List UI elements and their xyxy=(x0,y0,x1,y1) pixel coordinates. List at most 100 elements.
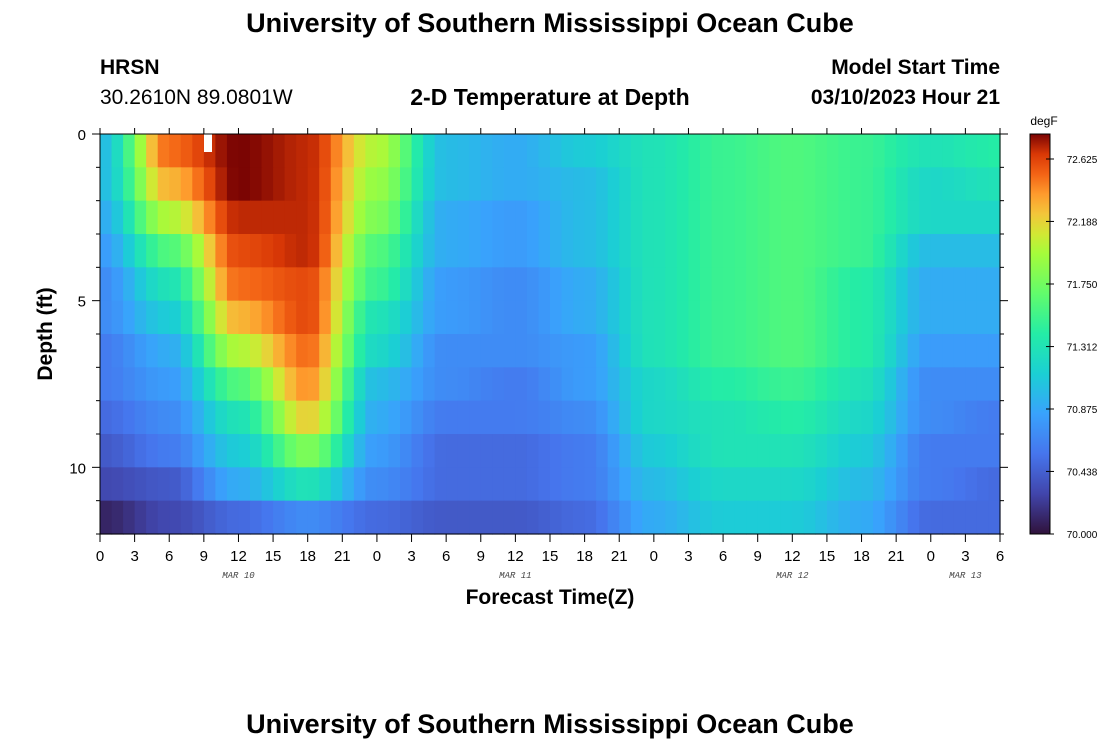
heatmap-cell xyxy=(411,434,424,468)
heatmap-cell xyxy=(100,134,113,168)
heatmap-cell xyxy=(676,200,690,235)
heatmap-cell xyxy=(988,367,1001,402)
heatmap-cell xyxy=(619,134,632,168)
heatmap-cell xyxy=(146,434,159,468)
heatmap-cell xyxy=(226,167,240,202)
heatmap-cell xyxy=(665,400,678,435)
heatmap-cell xyxy=(134,267,147,302)
heatmap-cell xyxy=(711,467,724,502)
heatmap-cell xyxy=(180,167,193,202)
heatmap-cell xyxy=(111,367,124,402)
heatmap-cell xyxy=(307,434,320,468)
heatmap-cell xyxy=(838,467,851,502)
heatmap-cell xyxy=(965,267,978,302)
x-tick-label: 6 xyxy=(719,548,727,565)
heatmap-cell xyxy=(630,500,643,535)
heatmap-cell xyxy=(919,467,932,502)
x-date-label: MAR 10 xyxy=(222,571,255,581)
heatmap-cell xyxy=(123,267,136,302)
heatmap-cell xyxy=(273,334,286,368)
heatmap-cell xyxy=(665,334,678,368)
heatmap-cell xyxy=(526,200,540,235)
heatmap-cell xyxy=(607,334,620,368)
heatmap-cell xyxy=(596,400,609,435)
heatmap-cell xyxy=(446,267,459,302)
heatmap-cell xyxy=(630,134,643,168)
heatmap-cell xyxy=(746,367,759,402)
heatmap-cell xyxy=(411,467,424,502)
heatmap-cell xyxy=(734,300,747,335)
heatmap-cell xyxy=(434,300,447,335)
heatmap-cell xyxy=(376,200,390,235)
heatmap-cell xyxy=(838,167,851,202)
heatmap-cell xyxy=(215,134,228,168)
heatmap-cell xyxy=(180,200,193,235)
heatmap-cell xyxy=(861,467,874,502)
heatmap-cell xyxy=(226,134,240,168)
heatmap-cell xyxy=(169,267,182,302)
heatmap-cell xyxy=(319,467,332,502)
heatmap-cell xyxy=(423,467,436,502)
heatmap-cell xyxy=(734,334,747,368)
heatmap-cell xyxy=(642,167,655,202)
heatmap-cell xyxy=(273,300,286,335)
heatmap-cell xyxy=(111,300,124,335)
heatmap-cell xyxy=(423,200,436,235)
colorbar-tick-label: 71.312 xyxy=(1067,343,1098,354)
heatmap-cell xyxy=(423,234,436,268)
heatmap-cell xyxy=(838,267,851,302)
heatmap-cell xyxy=(273,267,286,302)
heatmap-cell xyxy=(469,434,482,468)
heatmap-cell xyxy=(307,134,320,168)
heatmap-cell xyxy=(307,167,320,202)
heatmap-cell xyxy=(146,167,159,202)
heatmap-cell xyxy=(896,167,909,202)
heatmap-cell xyxy=(965,234,978,268)
heatmap-cell xyxy=(907,134,920,168)
heatmap-cell xyxy=(792,334,805,368)
heatmap-cell xyxy=(330,200,343,235)
heatmap-cell xyxy=(192,267,205,302)
heatmap-cell xyxy=(261,300,274,335)
heatmap-cell xyxy=(353,200,366,235)
heatmap-cell xyxy=(723,467,736,502)
heatmap-cell xyxy=(388,500,401,535)
heatmap-cell xyxy=(457,367,470,402)
heatmap-cell xyxy=(434,167,447,202)
heatmap-cell xyxy=(250,200,263,235)
heatmap-cell xyxy=(515,334,528,368)
heatmap-cell xyxy=(584,134,597,168)
heatmap-cell xyxy=(838,334,851,368)
heatmap-cell xyxy=(492,200,505,235)
heatmap-cell xyxy=(330,500,343,535)
heatmap-cell xyxy=(134,500,147,535)
heatmap-cell xyxy=(815,467,828,502)
heatmap-cell xyxy=(942,500,955,535)
heatmap-cell xyxy=(561,200,574,235)
heatmap-cell xyxy=(342,400,355,435)
heatmap-cell xyxy=(423,134,436,168)
heatmap-cell xyxy=(930,434,943,468)
x-tick-label: 6 xyxy=(996,548,1004,565)
heatmap-cell xyxy=(307,200,320,235)
heatmap-cell xyxy=(503,234,516,268)
heatmap-cell xyxy=(146,400,159,435)
heatmap-cell xyxy=(988,400,1001,435)
heatmap-cell xyxy=(550,367,563,402)
heatmap-cell xyxy=(526,467,540,502)
heatmap-cell xyxy=(988,334,1001,368)
heatmap-cell xyxy=(596,467,609,502)
heatmap-cell xyxy=(111,500,124,535)
heatmap-cell xyxy=(838,134,851,168)
heatmap-cell xyxy=(123,367,136,402)
heatmap-cell xyxy=(100,367,113,402)
heatmap-cell xyxy=(203,467,216,502)
heatmap-cell xyxy=(746,334,759,368)
heatmap-cell xyxy=(446,167,459,202)
heatmap-cell xyxy=(261,267,274,302)
heatmap-cell xyxy=(653,267,666,302)
heatmap-cell xyxy=(965,467,978,502)
heatmap-cell xyxy=(550,267,563,302)
heatmap-cell xyxy=(792,400,805,435)
heatmap-cell xyxy=(526,134,540,168)
